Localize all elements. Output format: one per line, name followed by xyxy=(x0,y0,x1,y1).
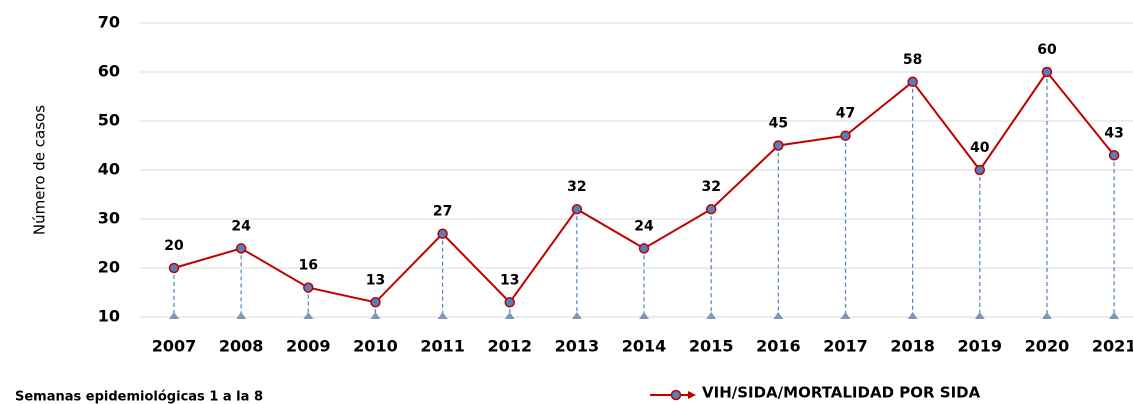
point xyxy=(974,164,986,176)
baseline-marker xyxy=(907,312,918,319)
data-label: 32 xyxy=(567,179,586,195)
y-tick-label: 30 xyxy=(98,209,120,228)
baseline-marker xyxy=(303,312,314,319)
point xyxy=(907,76,918,88)
y-tick-label: 50 xyxy=(98,111,120,130)
y-tick-label: 60 xyxy=(98,62,120,81)
data-label: 27 xyxy=(433,204,452,220)
x-tick-label: 2019 xyxy=(958,337,1003,356)
footnote: Semanas epidemiológicas 1 a la 8 xyxy=(15,390,263,404)
x-tick-label: 2018 xyxy=(890,337,935,356)
x-tick-label: 2017 xyxy=(823,337,868,356)
baseline-marker xyxy=(639,312,650,319)
baseline-marker xyxy=(706,312,717,319)
x-tick-label: 2015 xyxy=(689,337,734,356)
baseline-marker xyxy=(504,312,515,319)
point xyxy=(370,297,381,308)
point xyxy=(1041,66,1053,78)
y-tick-label: 70 xyxy=(98,13,120,32)
baseline-marker xyxy=(1109,312,1120,319)
data-label: 58 xyxy=(903,52,922,68)
x-tick-label: 2012 xyxy=(487,337,532,356)
x-tick-label: 2009 xyxy=(286,337,331,356)
baseline-marker xyxy=(169,312,179,319)
legend-label: VIH/SIDA/MORTALIDAD POR SIDA xyxy=(702,384,981,402)
point xyxy=(840,130,851,141)
data-label: 24 xyxy=(231,218,251,234)
baseline-marker xyxy=(236,312,247,319)
point xyxy=(1108,150,1120,161)
y-axis-label: Número de casos xyxy=(31,105,49,235)
point xyxy=(571,203,583,215)
legend-marker xyxy=(670,389,682,401)
y-tick-label: 40 xyxy=(98,160,120,179)
point xyxy=(504,297,515,308)
point xyxy=(773,140,784,151)
baseline-marker xyxy=(840,312,851,319)
y-tick-label: 10 xyxy=(98,307,120,326)
data-label: 43 xyxy=(1104,125,1123,141)
data-label: 13 xyxy=(366,272,385,288)
data-label: 20 xyxy=(164,238,184,254)
data-label: 13 xyxy=(500,272,519,288)
x-tick-label: 2014 xyxy=(622,337,667,356)
y-tick-label: 20 xyxy=(98,258,120,277)
x-tick-label: 2021 xyxy=(1092,337,1133,356)
baseline-marker xyxy=(974,312,985,319)
point xyxy=(437,228,448,239)
baseline-marker xyxy=(437,312,448,319)
data-label: 24 xyxy=(634,218,654,234)
point xyxy=(638,243,650,254)
data-label: 47 xyxy=(836,106,855,122)
data-label: 45 xyxy=(769,116,788,132)
x-tick-label: 2013 xyxy=(555,337,600,356)
data-label: 40 xyxy=(970,140,990,156)
x-tick-label: 2007 xyxy=(152,337,197,356)
baseline-marker xyxy=(773,312,784,319)
baseline-marker xyxy=(370,312,381,319)
baseline-marker xyxy=(1041,312,1052,319)
data-label: 60 xyxy=(1037,42,1057,58)
x-tick-label: 2020 xyxy=(1025,337,1070,356)
legend-arrow xyxy=(688,391,696,399)
data-label: 32 xyxy=(701,179,720,195)
x-tick-label: 2016 xyxy=(756,337,801,356)
baseline-marker xyxy=(571,312,582,319)
x-tick-label: 2010 xyxy=(353,337,398,356)
point xyxy=(705,203,717,215)
x-tick-label: 2008 xyxy=(219,337,264,356)
point xyxy=(235,243,247,254)
data-label: 16 xyxy=(299,258,318,274)
point xyxy=(303,282,314,293)
point xyxy=(168,262,180,274)
x-tick-label: 2011 xyxy=(420,337,465,356)
